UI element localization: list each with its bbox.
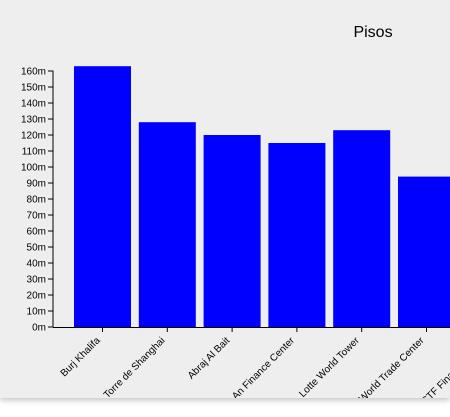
x-tick-label: Abraj Al Bait — [186, 335, 232, 381]
bar[interactable] — [398, 176, 450, 327]
y-axis: 0m 10m 20m 30m 40m 50m 60m 70m 80m 90m 100m 110m 120… — [21, 67, 54, 334]
y-tick-label: 90m — [27, 179, 46, 190]
y-tick-label: 60m — [27, 227, 46, 238]
y-tick-label: 120m — [21, 131, 46, 142]
y-tick-label: 10m — [27, 307, 46, 318]
bar-chart: Pisos 0m 10m 20m 30m 40m 50m 60m 70m 80m 90m 100m 1… — [21, 24, 450, 398]
bar[interactable] — [138, 122, 196, 327]
y-tick-label: 0m — [32, 323, 46, 334]
y-tick-label: 110m — [22, 147, 46, 158]
y-tick-label: 150m — [21, 83, 46, 94]
y-tick-label: 100m — [21, 163, 46, 174]
bar[interactable] — [74, 66, 131, 327]
bar[interactable] — [333, 130, 391, 327]
y-tick-label: 80m — [27, 195, 46, 206]
chart-card: Pisos 0m 10m 20m 30m 40m 50m 60m 70m 80m 90m 100m 1… — [0, 0, 450, 398]
x-tick-label: Burj Khalifa — [59, 335, 103, 379]
y-tick-label: 50m — [27, 243, 46, 254]
y-tick-label: 160m — [21, 67, 46, 78]
x-tick-label: Torre de Shanghai — [102, 335, 168, 398]
y-tick-label: 70m — [27, 211, 46, 222]
chart-title: Pisos — [353, 24, 392, 41]
x-axis: Burj Khalifa Torre de Shanghai Abraj Al Ba… — [53, 327, 450, 398]
bar[interactable] — [203, 135, 261, 327]
y-tick-label: 40m — [27, 259, 46, 270]
y-tick-label: 30m — [27, 275, 46, 286]
y-tick-label: 130m — [21, 115, 46, 126]
x-tick-label: Lotte World Tower — [297, 335, 362, 398]
y-tick-label: 20m — [27, 291, 46, 302]
y-tick-label: 140m — [21, 99, 46, 110]
bar[interactable] — [268, 143, 326, 327]
bars — [74, 66, 450, 327]
